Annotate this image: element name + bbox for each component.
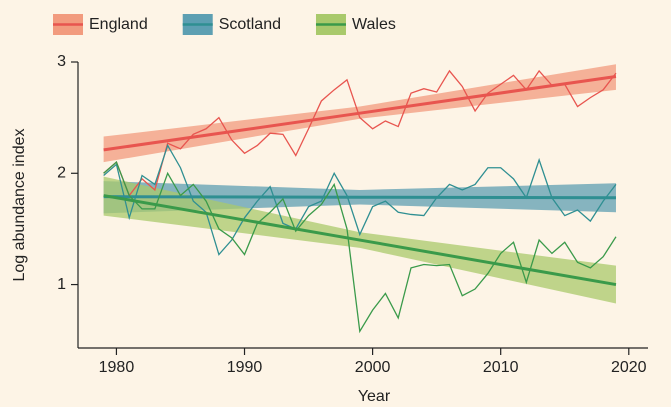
y-axis-label: Log abundance index <box>11 128 28 281</box>
y-tick-label: 3 <box>57 53 66 70</box>
legend-label: Scotland <box>219 16 281 33</box>
series-line <box>103 143 617 256</box>
x-axis-label: Year <box>358 388 391 405</box>
legend-label: Wales <box>352 16 396 33</box>
x-tick-label: 1980 <box>99 359 135 376</box>
x-tick-label: 2010 <box>483 359 519 376</box>
x-tick-label: 1990 <box>227 359 263 376</box>
legend-label: England <box>89 16 148 33</box>
trend-line <box>103 195 616 200</box>
trend-line <box>103 194 617 287</box>
trend-line <box>103 74 617 152</box>
y-tick-label: 2 <box>57 165 66 182</box>
x-tick-label: 2020 <box>611 359 647 376</box>
y-tick-label: 1 <box>57 276 66 293</box>
x-tick-label: 2000 <box>355 359 391 376</box>
